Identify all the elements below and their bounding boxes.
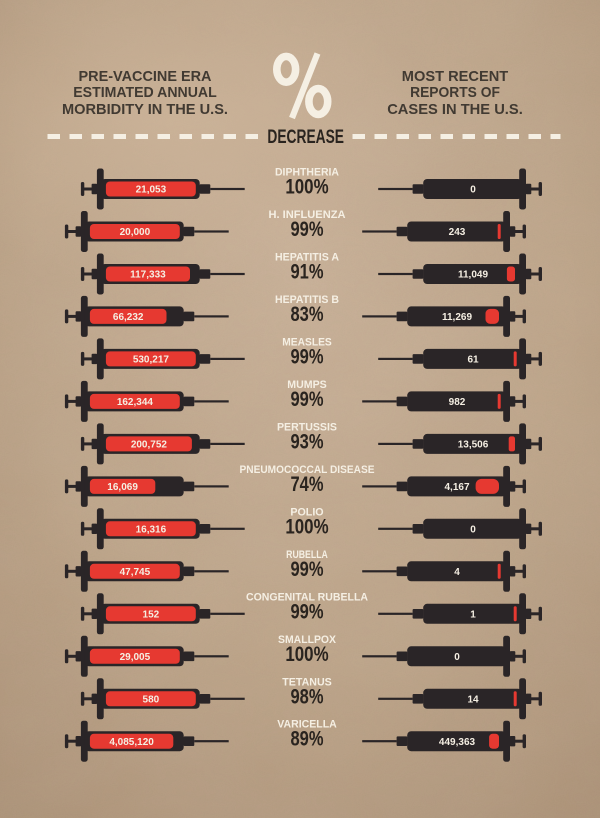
svg-text:98%: 98% (291, 685, 324, 708)
svg-text:MEASLES: MEASLES (282, 336, 332, 348)
svg-text:162,344: 162,344 (117, 397, 154, 408)
svg-text:99%: 99% (291, 218, 324, 241)
svg-text:DIPHTHERIA: DIPHTHERIA (275, 167, 339, 179)
svg-text:4: 4 (454, 567, 460, 578)
svg-text:14: 14 (467, 694, 479, 705)
svg-text:13,506: 13,506 (458, 440, 489, 451)
svg-text:RUBELLA: RUBELLA (286, 549, 328, 561)
svg-text:0: 0 (470, 185, 476, 196)
svg-text:99%: 99% (291, 558, 324, 581)
svg-text:H. INFLUENZA: H. INFLUENZA (269, 209, 346, 221)
svg-text:11,269: 11,269 (442, 312, 472, 323)
svg-text:HEPATITIS A: HEPATITIS A (275, 252, 339, 264)
svg-text:SMALLPOX: SMALLPOX (278, 634, 337, 646)
svg-text:99%: 99% (291, 345, 324, 368)
svg-text:243: 243 (449, 227, 466, 238)
svg-text:ESTIMATED ANNUAL: ESTIMATED ANNUAL (73, 84, 217, 101)
svg-text:MOST RECENT: MOST RECENT (402, 68, 508, 85)
svg-text:530,217: 530,217 (133, 355, 170, 366)
svg-text:POLIO: POLIO (290, 506, 324, 518)
svg-text:0: 0 (454, 652, 460, 663)
svg-text:580: 580 (143, 694, 160, 705)
svg-text:VARICELLA: VARICELLA (277, 719, 337, 731)
svg-text:152: 152 (143, 609, 160, 620)
svg-text:CASES IN THE U.S.: CASES IN THE U.S. (387, 101, 523, 118)
svg-text:117,333: 117,333 (130, 270, 166, 281)
svg-text:93%: 93% (291, 430, 324, 453)
svg-text:16,316: 16,316 (136, 524, 167, 535)
svg-text:100%: 100% (285, 515, 328, 538)
svg-text:21,053: 21,053 (136, 185, 167, 196)
svg-text:74%: 74% (291, 473, 324, 496)
svg-text:4,085,120: 4,085,120 (109, 737, 154, 748)
svg-text:TETANUS: TETANUS (282, 676, 332, 688)
svg-text:MORBIDITY IN THE U.S.: MORBIDITY IN THE U.S. (62, 101, 228, 118)
svg-text:1: 1 (470, 609, 476, 620)
svg-text:4,167: 4,167 (444, 482, 469, 493)
svg-text:11,049: 11,049 (458, 270, 488, 281)
svg-text:83%: 83% (291, 303, 324, 326)
svg-text:91%: 91% (291, 261, 324, 284)
svg-text:PRE-VACCINE ERA: PRE-VACCINE ERA (79, 68, 212, 85)
svg-text:0: 0 (470, 524, 476, 535)
svg-text:20,000: 20,000 (120, 227, 151, 238)
svg-text:DECREASE: DECREASE (267, 127, 344, 148)
svg-text:MUMPS: MUMPS (287, 379, 327, 391)
svg-text:HEPATITIS B: HEPATITIS B (275, 294, 339, 306)
svg-text:16,069: 16,069 (107, 482, 138, 493)
svg-text:PNEUMOCOCCAL DISEASE: PNEUMOCOCCAL DISEASE (240, 464, 375, 476)
svg-text:100%: 100% (285, 176, 328, 199)
svg-text:982: 982 (449, 397, 466, 408)
svg-text:61: 61 (467, 355, 479, 366)
svg-text:100%: 100% (285, 643, 328, 666)
svg-text:89%: 89% (291, 728, 324, 751)
svg-text:66,232: 66,232 (113, 312, 144, 323)
svg-text:29,005: 29,005 (120, 652, 151, 663)
svg-text:REPORTS OF: REPORTS OF (410, 84, 500, 101)
svg-text:47,745: 47,745 (120, 567, 151, 578)
svg-text:99%: 99% (291, 388, 324, 411)
svg-text:449,363: 449,363 (439, 737, 476, 748)
svg-text:200,752: 200,752 (131, 440, 168, 451)
svg-text:PERTUSSIS: PERTUSSIS (277, 421, 337, 433)
svg-text:99%: 99% (291, 600, 324, 623)
svg-text:CONGENITAL RUBELLA: CONGENITAL RUBELLA (246, 591, 368, 603)
